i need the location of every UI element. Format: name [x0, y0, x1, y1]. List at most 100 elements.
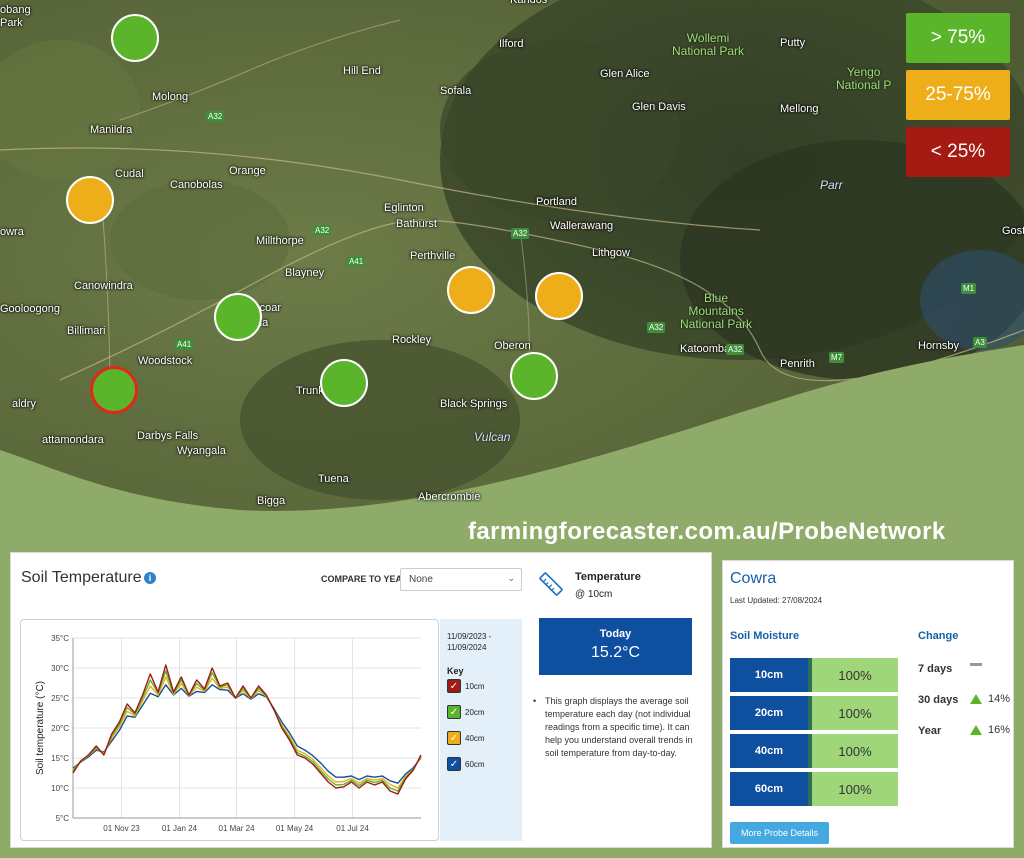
- probe-marker[interactable]: [447, 266, 495, 314]
- check-icon: ✓: [447, 731, 461, 745]
- key-label: 60cm: [465, 759, 485, 769]
- road-shield: A32: [511, 228, 530, 239]
- y-tick-label: 35°C: [51, 634, 69, 643]
- map-place-label: Blayney: [285, 267, 325, 279]
- map-place-label: Portland: [536, 196, 577, 208]
- check-icon: ✓: [447, 705, 461, 719]
- more-probe-details-button[interactable]: More Probe Details: [730, 822, 829, 844]
- map-place-label: Perthville: [410, 250, 456, 262]
- site-url[interactable]: farmingforecaster.com.au/ProbeNetwork: [468, 518, 946, 545]
- map-place-label: Trunk: [296, 385, 324, 397]
- moisture-divider: [808, 734, 812, 768]
- map-place-label: Ilford: [499, 38, 524, 50]
- map-place-label: Bathurst: [396, 218, 437, 230]
- soil-temperature-chart: 5°C 10°C 15°C 20°C 25°C 30°C 35°C 01 Nov 23 01 J…: [20, 619, 439, 841]
- check-icon: ✓: [447, 757, 461, 771]
- road-shield: A32: [206, 111, 225, 122]
- map-place-label: Wallerawang: [550, 220, 614, 232]
- probe-marker[interactable]: [510, 352, 558, 400]
- map-place-label: Billimari: [67, 325, 106, 337]
- map-place-label: Hornsby: [918, 340, 959, 352]
- road-shield: A32: [313, 225, 332, 236]
- probe-marker[interactable]: [535, 272, 583, 320]
- info-icon[interactable]: i: [144, 572, 156, 584]
- map-place-label: Manildra: [90, 124, 133, 136]
- map-place-label: Eglinton: [384, 202, 424, 214]
- map-terrain: [0, 0, 1024, 520]
- map-place-label: Darbys Falls: [137, 430, 199, 442]
- key-item[interactable]: ✓ 40cm: [447, 731, 485, 745]
- change-period-label: 7 days: [918, 663, 953, 675]
- moisture-divider: [808, 696, 812, 730]
- y-tick-label: 20°C: [51, 724, 69, 733]
- map-place-label: Abercrombie: [418, 491, 481, 503]
- compare-year-select[interactable]: None ⌄: [400, 568, 522, 591]
- soil-temperature-panel: Soil Temperature i COMPARE TO YEAR None …: [10, 552, 712, 848]
- road-shield: A41: [347, 256, 366, 267]
- x-tick-label: 01 Jul 24: [336, 824, 369, 833]
- probe-marker[interactable]: [214, 293, 262, 341]
- probe-marker[interactable]: [66, 176, 114, 224]
- today-label: Today: [599, 628, 632, 640]
- road-shield: M1: [961, 283, 977, 294]
- map-place-label: Canowindra: [74, 280, 133, 292]
- moisture-depth: 60cm: [730, 772, 808, 806]
- key-label: 20cm: [465, 707, 485, 717]
- site-name: Cowra: [730, 570, 777, 587]
- key-item[interactable]: ✓ 10cm: [447, 679, 485, 693]
- road-shield: A32: [647, 322, 666, 333]
- series-line-60cm: [72, 684, 422, 784]
- map-place-label: aldry: [12, 398, 36, 410]
- road-shield: A41: [175, 339, 194, 350]
- chart-svg: 5°C 10°C 15°C 20°C 25°C 30°C 35°C 01 Nov 23 01 J…: [35, 634, 422, 833]
- map-place-label: Mellong: [780, 103, 819, 115]
- key-item[interactable]: ✓ 60cm: [447, 757, 485, 771]
- chart-key: 11/09/2023 -11/09/2024 Key ✓ 10cm ✓ 20cm ✓ 40…: [440, 619, 522, 841]
- moisture-depth: 40cm: [730, 734, 808, 768]
- panel-title: Soil Temperature: [21, 569, 142, 586]
- today-value: 15.2°C: [590, 644, 641, 661]
- map-area-label: Parr: [820, 178, 843, 192]
- moisture-depth: 20cm: [730, 696, 808, 730]
- probe-marker[interactable]: [320, 359, 368, 407]
- key-label: 40cm: [465, 733, 485, 743]
- map-place-label: Woodstock: [138, 355, 193, 367]
- map-place-label: Bigga: [257, 495, 286, 507]
- change-value: 14%: [970, 693, 1010, 705]
- compare-year-value: None: [409, 574, 433, 585]
- map-place-label: Wyangala: [177, 445, 226, 457]
- y-tick-label: 25°C: [51, 694, 69, 703]
- trend-up-icon: [970, 725, 982, 735]
- key-title: Key: [447, 666, 464, 676]
- probe-marker[interactable]: [90, 366, 138, 414]
- map-place-label: Kandos: [510, 0, 548, 6]
- legend-item: 25-75%: [906, 70, 1010, 120]
- y-axis-label: Soil temperature (°C): [35, 681, 46, 775]
- soil-moisture-row: 40cm 100%: [730, 734, 898, 768]
- probe-marker[interactable]: [111, 14, 159, 62]
- moisture-divider: [808, 658, 812, 692]
- change-percent: 16%: [988, 724, 1011, 736]
- ruler-icon: [539, 572, 563, 596]
- check-icon: ✓: [447, 679, 461, 693]
- moisture-depth: 10cm: [730, 658, 808, 692]
- moisture-value: 100%: [812, 696, 898, 730]
- date-range: 11/09/2023 -11/09/2024: [447, 632, 492, 652]
- map-place-label: attamondara: [42, 434, 104, 446]
- y-tick-label: 5°C: [56, 814, 70, 823]
- x-tick-label: 01 Mar 24: [219, 824, 256, 833]
- key-item[interactable]: ✓ 20cm: [447, 705, 485, 719]
- probe-network-map[interactable]: obang Park Kandos Ilford Hill End Sofala Glen …: [0, 0, 1024, 520]
- moisture-value: 100%: [812, 772, 898, 806]
- map-place-label: Katoomba: [680, 343, 731, 355]
- map-place-label: Gooloogong: [0, 303, 60, 315]
- soil-moisture-row: 20cm 100%: [730, 696, 898, 730]
- site-detail-panel: Cowra Last Updated: 27/08/2024 Soil Mois…: [722, 560, 1014, 848]
- y-tick-label: 10°C: [51, 784, 69, 793]
- map-place-label: Oberon: [494, 340, 531, 352]
- change-value: [970, 662, 982, 666]
- map-park-label: Yengo National P: [836, 65, 892, 92]
- map-place-label: Molong: [152, 91, 189, 103]
- temperature-label: Temperature: [575, 571, 641, 583]
- map-place-label: rcoar: [256, 302, 282, 314]
